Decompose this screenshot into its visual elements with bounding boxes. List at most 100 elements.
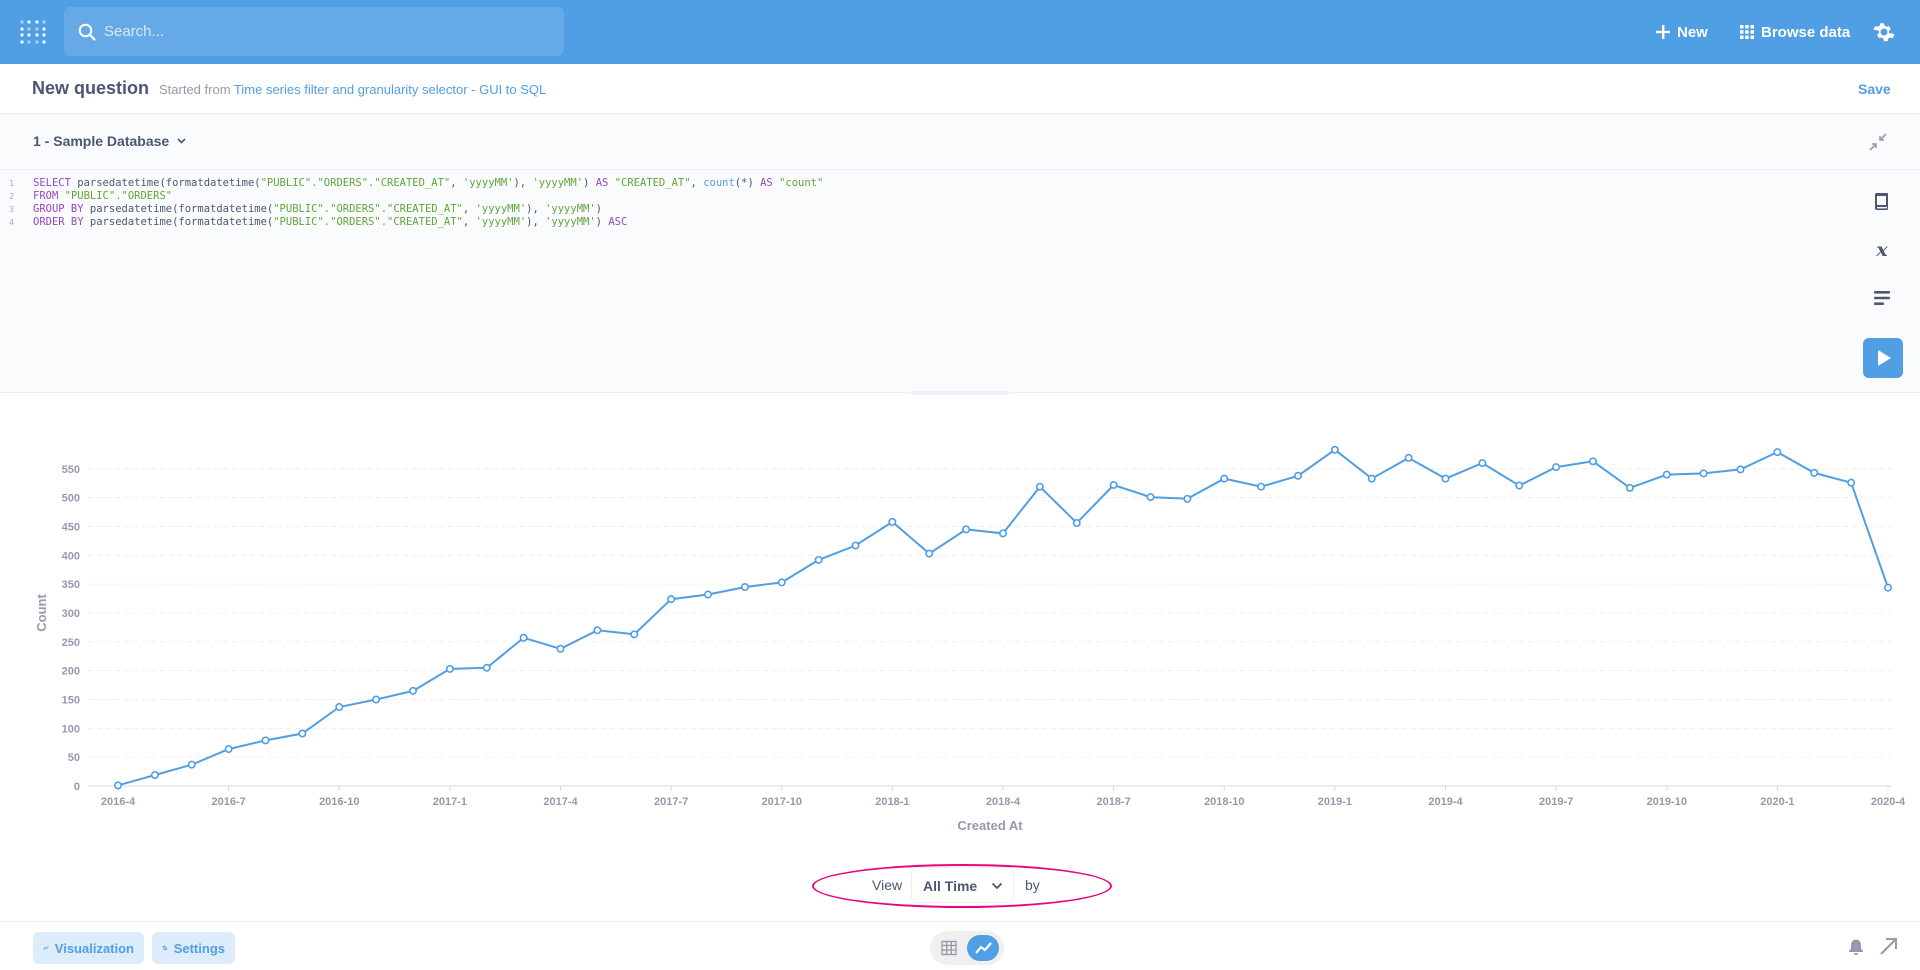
- data-point[interactable]: [1589, 457, 1598, 466]
- browse-data-button[interactable]: Browse data: [1740, 20, 1850, 44]
- data-point[interactable]: [224, 745, 233, 754]
- data-point[interactable]: [1625, 483, 1634, 492]
- play-icon: [1878, 350, 1891, 366]
- data-point[interactable]: [888, 517, 897, 526]
- x-tick-label: 2016-10: [319, 796, 359, 808]
- data-point[interactable]: [114, 781, 123, 790]
- line-number: 2: [9, 192, 14, 201]
- sql-punct: ,: [690, 177, 704, 189]
- data-point[interactable]: [1367, 474, 1376, 483]
- chart-grid: [88, 468, 1892, 758]
- y-tick-label: 450: [62, 522, 80, 534]
- data-point[interactable]: [187, 760, 196, 769]
- view-toggle[interactable]: [930, 931, 1004, 965]
- sql-punct: ,: [462, 203, 476, 215]
- sql-function: parsedatetime(formatdatetime(: [89, 203, 274, 215]
- sql-string: "CREATED_AT": [614, 177, 691, 189]
- y-tick-label: 150: [62, 695, 80, 707]
- search-box[interactable]: [64, 7, 564, 56]
- data-point[interactable]: [1294, 471, 1303, 480]
- gear-icon[interactable]: [1873, 21, 1895, 43]
- data-point[interactable]: [298, 729, 307, 738]
- data-point[interactable]: [335, 702, 344, 711]
- data-point[interactable]: [630, 630, 639, 639]
- data-point[interactable]: [445, 664, 454, 673]
- data-point[interactable]: [1441, 474, 1450, 483]
- chevron-down-icon: [177, 138, 186, 144]
- y-tick-label: 250: [62, 637, 80, 649]
- save-button[interactable]: Save: [1858, 81, 1891, 97]
- new-button[interactable]: New: [1656, 20, 1708, 44]
- data-point[interactable]: [1330, 445, 1339, 454]
- bell-icon[interactable]: [1847, 938, 1865, 956]
- data-point[interactable]: [814, 555, 823, 564]
- data-point[interactable]: [1072, 519, 1081, 528]
- database-bar: 1 - Sample Database: [0, 114, 1920, 170]
- data-point[interactable]: [372, 695, 381, 704]
- data-point[interactable]: [408, 686, 417, 695]
- y-axis-title: Count: [34, 594, 49, 632]
- data-point[interactable]: [1035, 482, 1044, 491]
- data-point[interactable]: [1257, 482, 1266, 491]
- code-line: 4 ORDER BY parsedatetime(formatdatetime(…: [0, 216, 823, 229]
- data-point[interactable]: [1478, 459, 1487, 468]
- data-point[interactable]: [482, 663, 491, 672]
- x-tick-label: 2019-7: [1539, 796, 1573, 808]
- data-point[interactable]: [777, 578, 786, 587]
- database-selector[interactable]: 1 - Sample Database: [33, 133, 186, 149]
- data-point[interactable]: [851, 541, 860, 550]
- data-point[interactable]: [261, 736, 270, 745]
- data-point[interactable]: [1810, 468, 1819, 477]
- data-point[interactable]: [1884, 583, 1893, 592]
- code-line: 2 FROM "PUBLIC"."ORDERS": [0, 190, 823, 203]
- data-point[interactable]: [150, 771, 159, 780]
- visualization-button[interactable]: Visualization: [33, 932, 144, 964]
- y-tick-label: 0: [74, 781, 80, 793]
- variable-icon[interactable]: x: [1872, 240, 1892, 260]
- source-question-link[interactable]: Time series filter and granularity selec…: [233, 82, 547, 97]
- settings-button[interactable]: Settings: [152, 932, 235, 964]
- new-button-label: New: [1677, 23, 1708, 41]
- data-point[interactable]: [1699, 469, 1708, 478]
- page-title: New question: [32, 78, 150, 98]
- sql-editor[interactable]: 1 SELECT parsedatetime(formatdatetime("P…: [0, 170, 1920, 393]
- table-icon[interactable]: [941, 940, 957, 956]
- data-point[interactable]: [1552, 463, 1561, 472]
- collapse-editor-icon[interactable]: [1869, 133, 1887, 151]
- svg-text:x: x: [1875, 240, 1888, 260]
- data-point[interactable]: [1220, 474, 1229, 483]
- snippet-icon[interactable]: [1872, 288, 1892, 308]
- data-point[interactable]: [1736, 465, 1745, 474]
- data-point[interactable]: [519, 633, 528, 642]
- data-point[interactable]: [593, 626, 602, 635]
- data-point[interactable]: [1146, 493, 1155, 502]
- chart-view-toggle[interactable]: [967, 935, 999, 961]
- sql-code[interactable]: 1 SELECT parsedatetime(formatdatetime("P…: [0, 177, 823, 229]
- data-point[interactable]: [1109, 480, 1118, 489]
- data-point[interactable]: [1515, 481, 1524, 490]
- search-input[interactable]: [104, 7, 544, 56]
- data-point[interactable]: [703, 590, 712, 599]
- data-point[interactable]: [1773, 448, 1782, 457]
- data-point[interactable]: [556, 644, 565, 653]
- data-point[interactable]: [1847, 478, 1856, 487]
- data-point[interactable]: [925, 549, 934, 558]
- highlight-annotation: [812, 864, 1112, 908]
- metabase-logo-icon[interactable]: [20, 20, 46, 44]
- data-point[interactable]: [962, 525, 971, 534]
- sql-keyword: AS: [760, 177, 773, 189]
- expand-arrow-icon[interactable]: [1878, 935, 1900, 957]
- sql-string: "PUBLIC"."ORDERS"."CREATED_AT": [260, 177, 451, 189]
- data-point[interactable]: [667, 595, 676, 604]
- data-point[interactable]: [740, 583, 749, 592]
- book-icon[interactable]: [1872, 192, 1892, 212]
- data-point[interactable]: [1183, 494, 1192, 503]
- sql-punct: ): [595, 216, 602, 228]
- data-point[interactable]: [998, 529, 1007, 538]
- sql-punct: ): [583, 177, 590, 189]
- editor-resize-handle[interactable]: [910, 391, 1010, 395]
- data-point[interactable]: [1404, 453, 1413, 462]
- run-query-button[interactable]: [1863, 338, 1903, 378]
- sql-string: "PUBLIC"."ORDERS"."CREATED_AT": [273, 203, 463, 215]
- data-point[interactable]: [1662, 470, 1671, 479]
